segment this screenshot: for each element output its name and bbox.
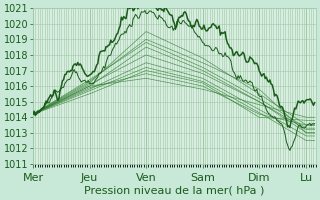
X-axis label: Pression niveau de la mer( hPa ): Pression niveau de la mer( hPa ) [84,186,265,196]
